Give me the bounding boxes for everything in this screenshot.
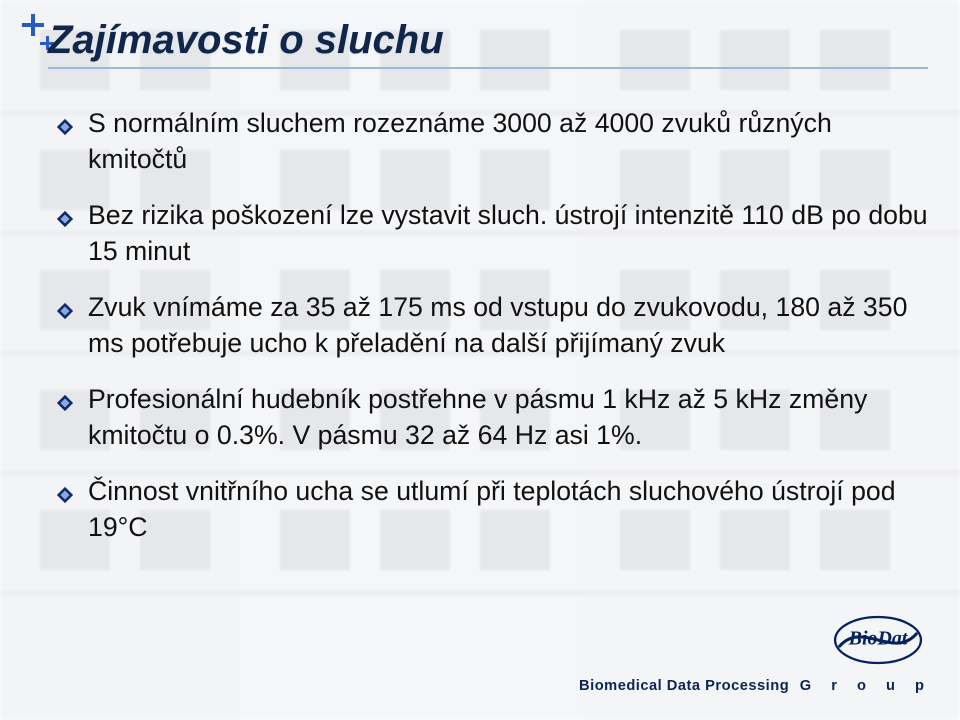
bullet-text: Profesionální hudebník postřehne v pásmu… <box>88 384 867 450</box>
deco-cross-icon <box>22 14 44 36</box>
bullet-item: Zvuk vnímáme za 35 až 175 ms od vstupu d… <box>56 289 928 361</box>
bullet-text: Činnost vnitřního ucha se utlumí při tep… <box>88 476 896 542</box>
bullet-text: S normálním sluchem rozeznáme 3000 až 40… <box>88 108 832 174</box>
slide-title: Zajímavosti o sluchu <box>48 18 928 69</box>
svg-text:BioDat: BioDat <box>848 628 909 650</box>
footer-wide: G r o u p <box>800 678 932 694</box>
footer-prefix: Biomedical Data Processing <box>579 678 789 694</box>
diamond-bullet-icon <box>56 109 74 145</box>
bullet-item: Bez rizika poškození lze vystavit sluch.… <box>56 197 928 269</box>
bullet-text: Bez rizika poškození lze vystavit sluch.… <box>88 200 928 266</box>
diamond-bullet-icon <box>56 293 74 329</box>
bullet-item: Profesionální hudebník postřehne v pásmu… <box>56 381 928 453</box>
bullet-item: S normálním sluchem rozeznáme 3000 až 40… <box>56 105 928 177</box>
bullet-item: Činnost vnitřního ucha se utlumí při tep… <box>56 473 928 545</box>
bullet-text: Zvuk vnímáme za 35 až 175 ms od vstupu d… <box>88 292 907 358</box>
bullet-list: S normálním sluchem rozeznáme 3000 až 40… <box>48 105 928 545</box>
diamond-bullet-icon <box>56 477 74 513</box>
diamond-bullet-icon <box>56 201 74 237</box>
footer-text: Biomedical Data Processing G r o u p <box>579 678 932 694</box>
biodat-logo: BioDat <box>832 612 924 668</box>
diamond-bullet-icon <box>56 385 74 421</box>
